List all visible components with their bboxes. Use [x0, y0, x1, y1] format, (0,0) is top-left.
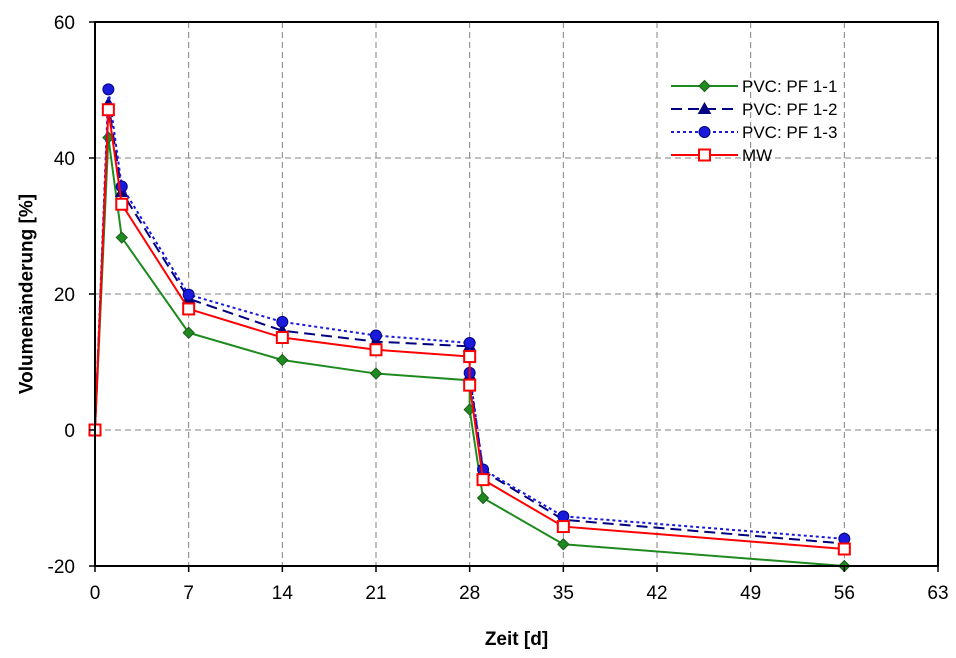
- data-point-diamond: [476, 491, 490, 505]
- y-tick-label: -20: [48, 557, 75, 578]
- y-tick-label: 40: [54, 149, 75, 170]
- data-point-circle: [182, 288, 195, 301]
- x-tick-label: 42: [646, 583, 667, 604]
- x-tick-label: 49: [740, 583, 761, 604]
- legend-label: PVC: PF 1-3: [742, 123, 837, 142]
- data-point-diamond: [182, 326, 195, 339]
- data-point-square: [463, 378, 477, 392]
- axis-ticks: 0 7 14 21 28 35 42 49 56 63 -20 0 20 40 60: [48, 13, 949, 604]
- data-point-circle: [102, 83, 115, 96]
- y-tick-label: 0: [64, 421, 75, 442]
- data-point-circle: [698, 126, 711, 138]
- data-point-circle: [463, 336, 476, 349]
- data-point-diamond: [115, 231, 128, 244]
- legend-label: MW: [742, 146, 772, 165]
- x-tick-label: 56: [834, 583, 855, 604]
- data-point-square: [556, 520, 570, 534]
- y-axis-title: Volumenänderung [%]: [17, 194, 38, 394]
- data-point-diamond: [276, 353, 289, 367]
- x-tick-label: 21: [365, 583, 386, 604]
- x-tick-label: 63: [927, 583, 948, 604]
- data-point-square: [182, 302, 196, 316]
- series-layer: [88, 83, 852, 573]
- data-point-square: [476, 473, 490, 487]
- x-tick-label: 14: [272, 583, 294, 604]
- legend-entry: PVC: PF 1-2: [671, 100, 837, 119]
- data-point-triangle: [697, 101, 712, 114]
- data-point-square: [463, 350, 477, 364]
- x-tick-label: 28: [459, 583, 480, 604]
- y-tick-label: 20: [54, 285, 75, 306]
- data-point-square: [837, 542, 851, 556]
- data-point-square: [101, 103, 115, 117]
- legend-entry: PVC: PF 1-1: [671, 77, 837, 96]
- x-tick-label: 35: [553, 583, 574, 604]
- data-point-diamond: [557, 538, 570, 551]
- data-point-square: [115, 197, 129, 211]
- legend-label: PVC: PF 1-1: [742, 77, 837, 96]
- data-point-circle: [276, 315, 289, 328]
- x-tick-label: 0: [90, 583, 101, 604]
- data-point-circle: [370, 329, 382, 342]
- data-point-square: [369, 343, 383, 357]
- data-point-diamond: [369, 367, 383, 380]
- data-point-square: [698, 148, 711, 162]
- x-tick-label: 7: [183, 583, 194, 604]
- data-point-diamond: [698, 79, 711, 93]
- legend-label: PVC: PF 1-2: [742, 100, 837, 119]
- legend-entry: PVC: PF 1-3: [671, 123, 837, 142]
- data-point-square: [275, 331, 289, 345]
- series-4: [88, 103, 851, 556]
- y-tick-label: 60: [54, 13, 75, 34]
- legend-entry: MW: [671, 146, 772, 165]
- gridlines: [95, 22, 938, 566]
- legend: PVC: PF 1-1 PVC: PF 1-2 PVC: PF 1-3 MW: [671, 77, 837, 165]
- x-axis-title: Zeit [d]: [485, 629, 548, 650]
